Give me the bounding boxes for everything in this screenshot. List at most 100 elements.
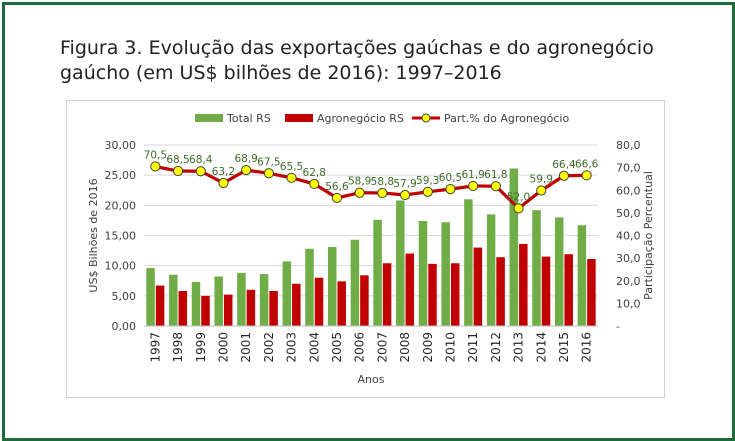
bar-agronegocio-rs: [541, 256, 551, 326]
bar-agronegocio-rs: [223, 294, 233, 326]
y-right-tick-label: 60,0: [616, 184, 641, 197]
x-tick-label: 2016: [580, 332, 594, 363]
point-data-label: 65,5: [280, 161, 303, 173]
bar-total-rs: [305, 248, 314, 326]
line-marker: [468, 180, 479, 192]
x-tick-label: 1999: [194, 332, 208, 363]
x-tick-label: 2004: [307, 332, 321, 363]
line-marker: [513, 203, 524, 214]
bar-total-rs: [237, 272, 246, 326]
bar-total-rs: [396, 200, 405, 326]
point-data-label: 59,9: [530, 173, 553, 185]
point-data-label: 67,5: [257, 156, 280, 168]
point-data-label: 58,8: [371, 176, 394, 188]
legend-total-rs-label: Total RS: [226, 112, 271, 125]
chart-area: 70,5 68,5 68,4 63,2 68,9 67,5 65,5 62,8 56,6 58,9…: [66, 100, 665, 398]
point-data-label: 68,5: [166, 154, 189, 166]
line-marker: [195, 166, 206, 177]
y-right-tick-label: 70,0: [616, 162, 641, 175]
bar-agronegocio-rs: [405, 253, 415, 326]
bar-total-rs: [418, 221, 428, 326]
legend-total-rs-swatch: [195, 114, 223, 122]
line-series: 70,5 68,5 68,463,268,9 67,5 65,562,8 56,6 58,9…: [144, 149, 599, 214]
line-marker: [331, 192, 343, 204]
line-marker: [445, 184, 456, 195]
line-marker: [286, 172, 297, 183]
point-data-label: 63,2: [212, 166, 235, 178]
x-tick-label: 2009: [421, 332, 435, 363]
title-line-1: Figura 3. Evolução das exportações gaúch…: [60, 37, 654, 59]
bar-total-rs: [509, 168, 519, 326]
x-tick-label: 2010: [443, 332, 457, 363]
bar-agronegocio-rs: [450, 263, 460, 326]
line-marker: [558, 170, 570, 181]
bar-agronegocio-rs: [382, 263, 392, 326]
y-right-tick-label: 40,0: [616, 230, 641, 243]
bar-total-rs: [191, 281, 201, 326]
x-tick-label: 2011: [466, 332, 480, 363]
y-left-tick-label: 30,00: [105, 139, 137, 152]
bar-total-rs: [146, 268, 155, 326]
bar-agronegocio-rs: [155, 285, 165, 326]
point-data-label: 61,8: [484, 169, 507, 181]
bar-agronegocio-rs: [178, 291, 188, 326]
point-data-label: 57,9: [393, 178, 416, 190]
line-marker: [422, 186, 433, 197]
chart-svg: 70,5 68,5 68,463,268,9 67,5 65,562,8 56,6 58,9…: [87, 112, 655, 386]
y-left-tick-label: 25,00: [105, 169, 137, 182]
bar-agronegocio-rs: [473, 247, 483, 326]
bar-agronegocio-rs: [246, 289, 256, 326]
legend-part-agronegocio-marker: [421, 113, 431, 123]
x-tick-label: 2000: [216, 332, 230, 363]
bar-total-rs: [577, 225, 587, 326]
bar-agronegocio-rs: [292, 283, 301, 326]
bar-agronegocio-rs: [314, 277, 324, 326]
x-tick-label: 2005: [330, 332, 344, 363]
y-left-tick-label: 15,00: [105, 230, 137, 243]
x-axis-title: Anos: [358, 373, 385, 386]
point-data-label: 60,5: [439, 172, 462, 184]
y-left-tick-label: 10,00: [105, 260, 137, 273]
y-right-tick-label: -: [616, 320, 620, 333]
bar-total-rs: [554, 217, 564, 326]
y-left-tick-label: 5,00: [112, 290, 137, 303]
legend: Total RS Agronegócio RS Part.% do Agronegó…: [195, 112, 569, 125]
bar-agronegocio-rs: [269, 291, 278, 326]
bar-agronegocio-rs: [564, 254, 573, 326]
line-marker: [172, 165, 184, 177]
line-marker: [490, 181, 501, 192]
x-tick-label: 2001: [239, 332, 253, 363]
line-marker: [536, 185, 547, 196]
line-marker: [218, 177, 229, 189]
point-data-label: 52,0: [507, 191, 530, 203]
line-marker: [241, 165, 252, 176]
y-right-tick-label: 10,0: [616, 297, 641, 310]
bar-total-rs: [532, 210, 541, 326]
x-tick-label: 2015: [557, 332, 571, 363]
line-marker: [377, 187, 388, 199]
y-right-tick-label: 50,0: [616, 207, 641, 220]
legend-agronegocio-rs-swatch: [285, 114, 313, 122]
x-tick-label: 2014: [534, 332, 548, 363]
bar-agronegocio-rs: [428, 263, 437, 326]
x-tick-label: 2007: [375, 332, 389, 363]
x-tick-label: 2002: [262, 332, 276, 363]
bar-total-rs: [464, 199, 473, 326]
bar-total-rs: [169, 274, 178, 326]
bar-series: [146, 168, 596, 326]
y-left-axis-title: US$ Bilhões de 2016: [87, 178, 100, 292]
point-data-label: 66,6: [575, 158, 599, 170]
y-left-tick-label: 20,00: [105, 199, 137, 212]
line-marker: [399, 189, 411, 201]
x-tick-label: 1998: [171, 332, 185, 363]
bar-total-rs: [282, 261, 292, 326]
x-tick-label: 2003: [285, 332, 299, 363]
legend-agronegocio-rs-label: Agronegócio RS: [317, 112, 404, 125]
point-data-label: 56,6: [325, 181, 349, 193]
bar-total-rs: [327, 246, 337, 326]
bar-total-rs: [486, 214, 496, 326]
x-tick-label: 2008: [398, 332, 412, 363]
line-marker: [309, 178, 320, 190]
point-data-label: 62,8: [303, 167, 326, 179]
point-data-label: 59,3: [416, 175, 439, 187]
